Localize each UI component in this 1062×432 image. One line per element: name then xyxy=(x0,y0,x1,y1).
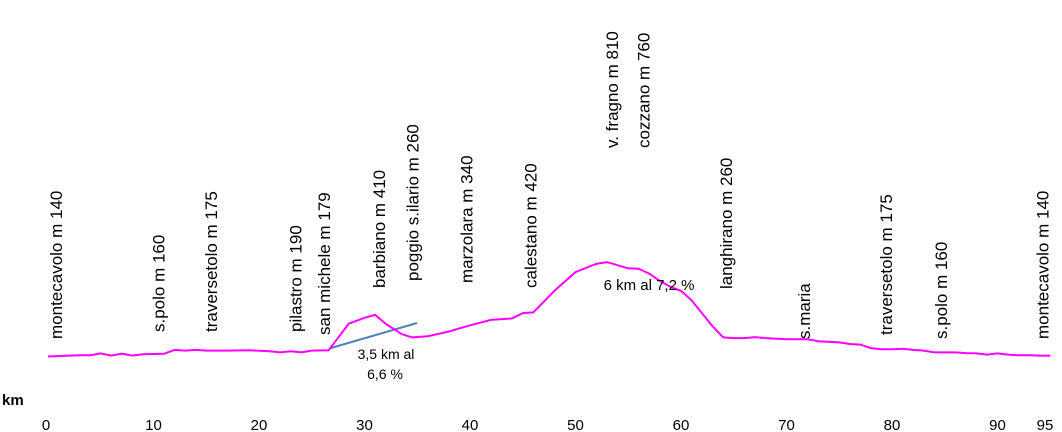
altitude-profile-line xyxy=(47,261,1051,358)
place-label: v. fragno m 810 xyxy=(603,31,622,148)
place-label: poggio s.ilario m 260 xyxy=(404,124,423,281)
place-label: langhirano m 260 xyxy=(717,158,736,289)
annotation-line: 6 km al 7,2 % xyxy=(604,277,695,294)
x-tick-label: 60 xyxy=(673,417,690,432)
x-tick-label: 90 xyxy=(989,417,1006,432)
climb-2-annotation: 6 km al 7,2 % xyxy=(604,277,695,294)
place-label: pilastro m 190 xyxy=(286,225,305,332)
place-label: s.polo m 160 xyxy=(932,242,951,339)
place-label: calestano m 420 xyxy=(522,163,541,288)
x-tick-label: 80 xyxy=(884,417,901,432)
place-label: barbiano m 410 xyxy=(370,170,389,288)
place-labels: montecavolo m 140 s.polo m 160 traversetol… xyxy=(47,31,1053,339)
x-tick-label: 70 xyxy=(778,417,795,432)
annotation-line: 3,5 km al xyxy=(358,346,415,362)
x-tick-label: 40 xyxy=(462,417,479,432)
x-axis-label: km xyxy=(2,392,24,409)
place-label: marzolara m 340 xyxy=(457,155,476,283)
annotation-line: 6,6 % xyxy=(367,366,403,382)
climb-gradient-line xyxy=(330,322,418,349)
x-tick-label: 0 xyxy=(42,417,50,432)
x-axis-ticks: 0 10 20 30 40 50 60 70 80 90 95 xyxy=(42,417,1054,432)
place-label: san michele m 179 xyxy=(315,192,334,335)
place-label: s.maria xyxy=(795,283,814,339)
place-label: traversetolo m 175 xyxy=(877,194,896,335)
place-label: traversetolo m 175 xyxy=(202,191,221,332)
x-tick-label: 95 xyxy=(1037,417,1054,432)
x-tick-label: 20 xyxy=(251,417,268,432)
place-label: montecavolo m 140 xyxy=(47,191,66,339)
climb-1-annotation: 3,5 km al 6,6 % xyxy=(358,346,415,382)
place-label: montecavolo m 140 xyxy=(1033,191,1052,339)
place-label: cozzano m 760 xyxy=(635,33,654,148)
x-tick-label: 10 xyxy=(145,417,162,432)
x-tick-label: 50 xyxy=(567,417,584,432)
place-label: s.polo m 160 xyxy=(149,235,168,332)
x-tick-label: 30 xyxy=(356,417,373,432)
